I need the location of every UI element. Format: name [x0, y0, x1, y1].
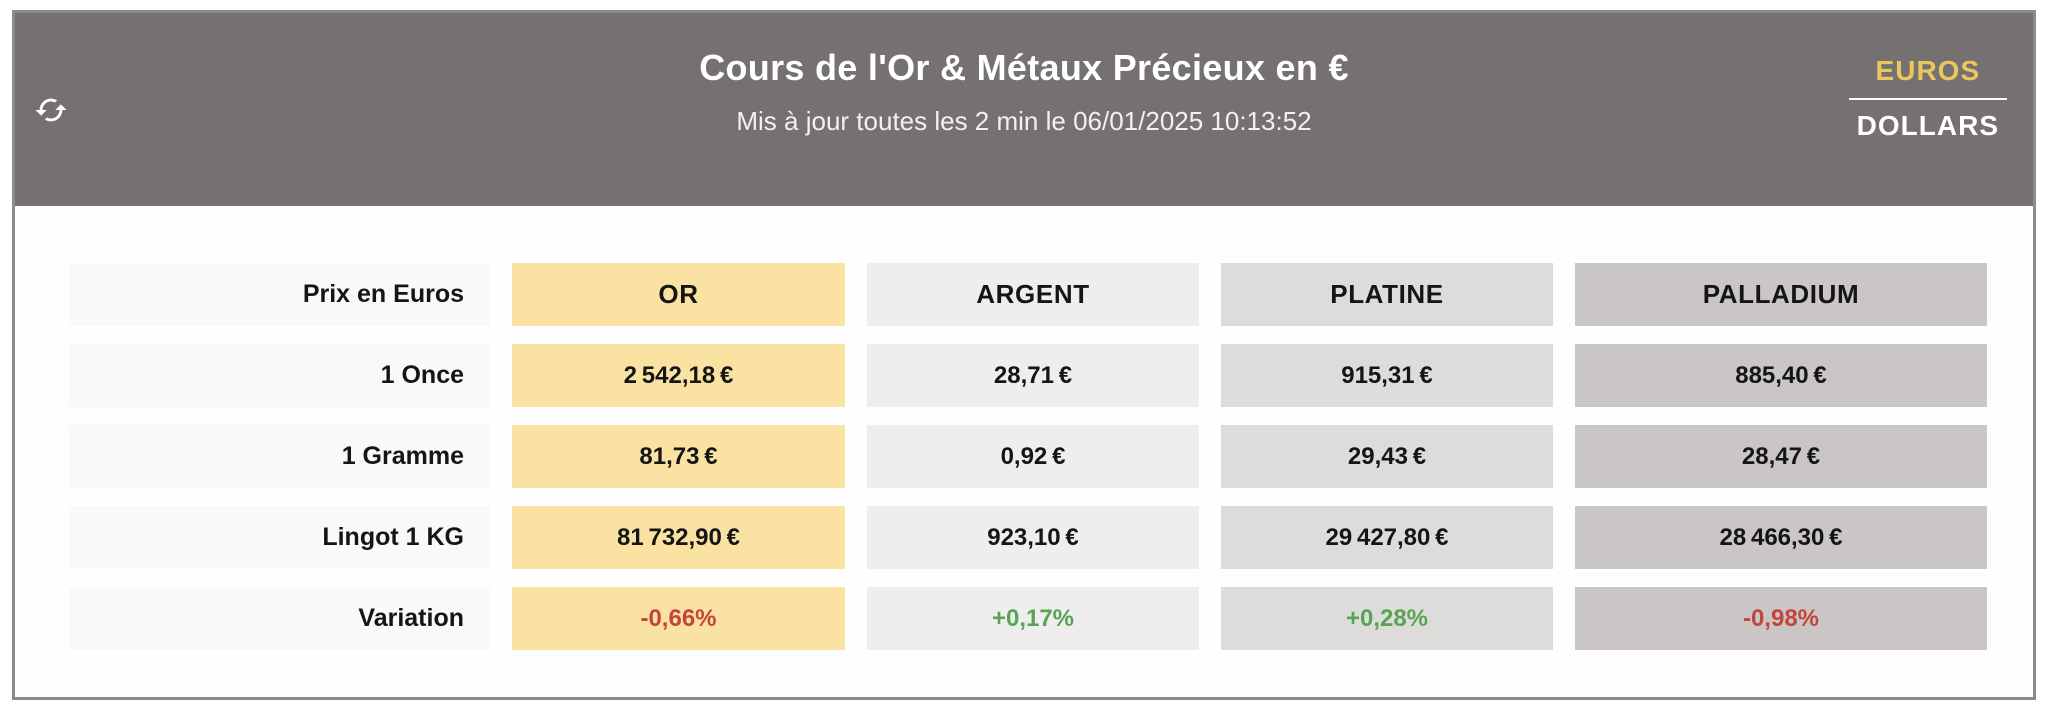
cell-argent-once: 28,71 €: [867, 344, 1199, 407]
cell-or-variation: -0,66%: [512, 587, 845, 650]
currency-option-euros[interactable]: EUROS: [1875, 55, 1981, 86]
cell-or-gramme: 81,73 €: [512, 425, 845, 488]
header-titles: Cours de l'Or & Métaux Précieux en € Mis…: [15, 47, 2033, 137]
cell-argent-variation: +0,17%: [867, 587, 1199, 650]
currency-toggle: EUROS DOLLARS: [1848, 55, 2007, 142]
cell-argent-lingot: 923,10 €: [867, 506, 1199, 569]
page-title: Cours de l'Or & Métaux Précieux en €: [699, 47, 1349, 88]
prices-table: Prix en Euros OR ARGENT PLATINE PALLADIU…: [69, 263, 2033, 650]
update-status: Mis à jour toutes les 2 min le 06/01/202…: [736, 106, 1312, 136]
currency-option-dollars[interactable]: DOLLARS: [1856, 110, 1999, 141]
column-header-argent: ARGENT: [867, 263, 1199, 326]
cell-palladium-lingot: 28 466,30 €: [1575, 506, 1987, 569]
column-header-palladium: PALLADIUM: [1575, 263, 1987, 326]
currency-divider: [1848, 98, 2007, 100]
cell-or-once: 2 542,18 €: [512, 344, 845, 407]
row-label-variation: Variation: [69, 587, 490, 650]
cell-argent-gramme: 0,92 €: [867, 425, 1199, 488]
cell-palladium-once: 885,40 €: [1575, 344, 1987, 407]
cell-or-lingot: 81 732,90 €: [512, 506, 845, 569]
row-label-lingot: Lingot 1 KG: [69, 506, 490, 569]
widget-header: Cours de l'Or & Métaux Précieux en € Mis…: [15, 13, 2033, 206]
refresh-icon: [35, 98, 67, 121]
column-header-or: OR: [512, 263, 845, 326]
cell-platine-gramme: 29,43 €: [1221, 425, 1553, 488]
cell-platine-lingot: 29 427,80 €: [1221, 506, 1553, 569]
column-header-platine: PLATINE: [1221, 263, 1553, 326]
cell-platine-once: 915,31 €: [1221, 344, 1553, 407]
cell-palladium-variation: -0,98%: [1575, 587, 1987, 650]
refresh-button[interactable]: [29, 88, 73, 132]
row-label-once: 1 Once: [69, 344, 490, 407]
cell-platine-variation: +0,28%: [1221, 587, 1553, 650]
row-label-gramme: 1 Gramme: [69, 425, 490, 488]
cell-palladium-gramme: 28,47 €: [1575, 425, 1987, 488]
table-corner-label: Prix en Euros: [69, 263, 490, 326]
precious-metals-widget: Cours de l'Or & Métaux Précieux en € Mis…: [12, 10, 2036, 700]
